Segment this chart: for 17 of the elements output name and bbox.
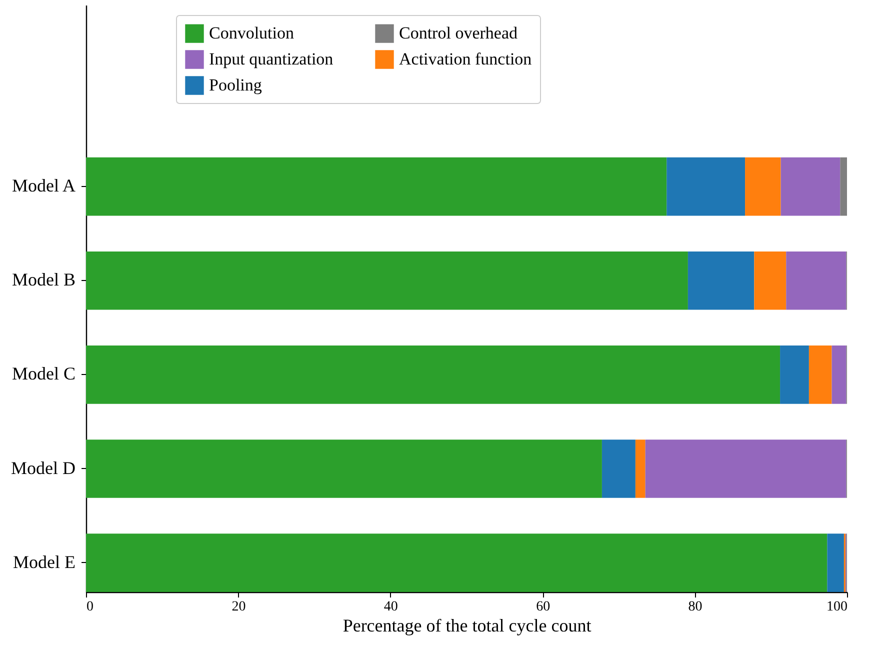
x-tick-label: 60 (536, 600, 550, 614)
y-tick-label: Model A (12, 176, 76, 196)
legend-label: Activation function (399, 50, 532, 68)
legend-label: Input quantization (209, 50, 334, 68)
legend-label: Convolution (209, 24, 295, 43)
legend-label: Control overhead (399, 24, 518, 43)
y-tick-label: Model E (13, 552, 76, 572)
x-tick-label: 20 (232, 600, 246, 614)
x-axis-title: Percentage of the total cycle count (342, 616, 592, 636)
x-tick-label: 40 (384, 600, 398, 614)
x-tick-label: 0 (86, 600, 94, 614)
x-tick-label: 80 (688, 600, 702, 614)
y-tick-label: Model B (12, 270, 76, 290)
x-tick-label: 100 (826, 600, 848, 614)
legend-label: Pooling (209, 76, 262, 94)
y-tick-label: Model C (12, 364, 76, 384)
y-tick-label: Model D (11, 458, 76, 478)
